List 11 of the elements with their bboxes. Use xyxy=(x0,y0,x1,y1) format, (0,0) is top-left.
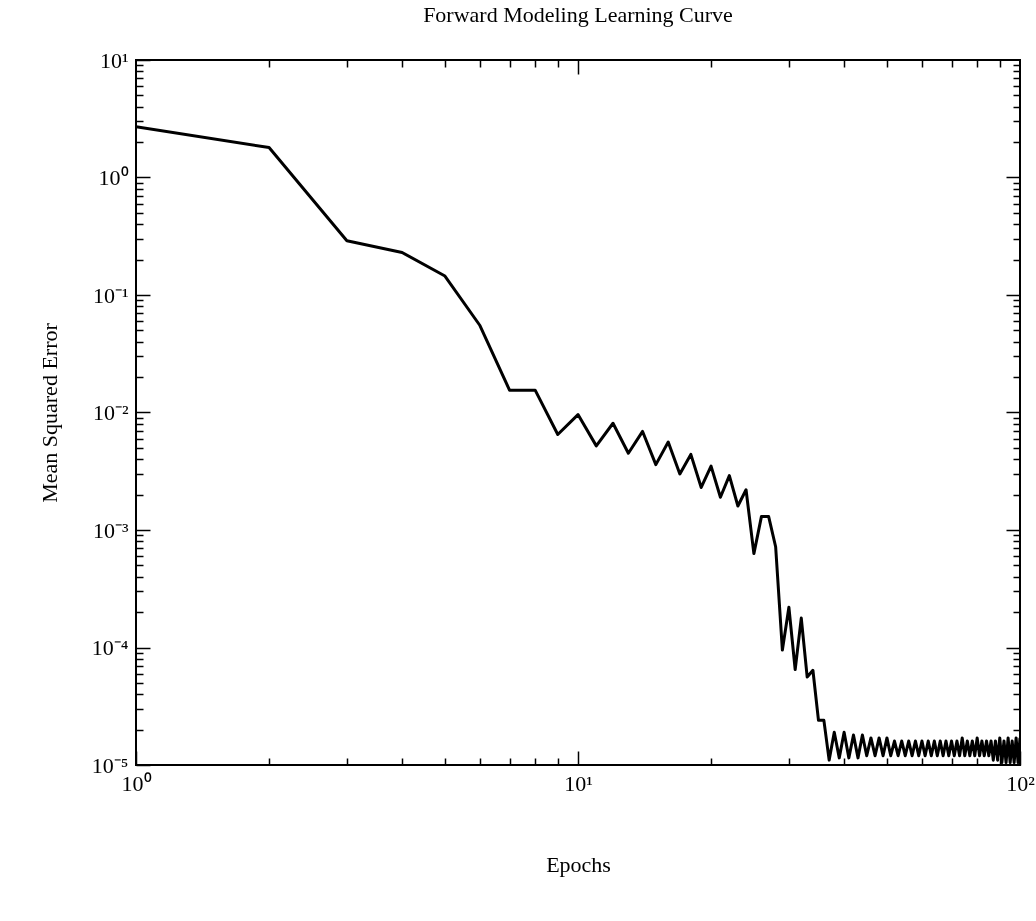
y-axis-title: Mean Squared Error xyxy=(36,322,62,503)
chart-title: Forward Modeling Learning Curve xyxy=(423,2,733,27)
y-tick-label: 10⁻³ xyxy=(92,517,129,543)
x-tick-label: 10¹ xyxy=(564,770,593,796)
y-tick-label: 10⁻⁴ xyxy=(91,635,129,660)
y-tick-label: 10¹ xyxy=(99,47,129,73)
y-tick-label: 10⁰ xyxy=(98,165,129,190)
y-tick-label: 10⁻¹ xyxy=(92,282,129,308)
x-tick-label: 10² xyxy=(1006,770,1036,796)
y-tick-label: 10⁻² xyxy=(92,400,129,425)
x-axis-title: Epochs xyxy=(546,851,611,877)
